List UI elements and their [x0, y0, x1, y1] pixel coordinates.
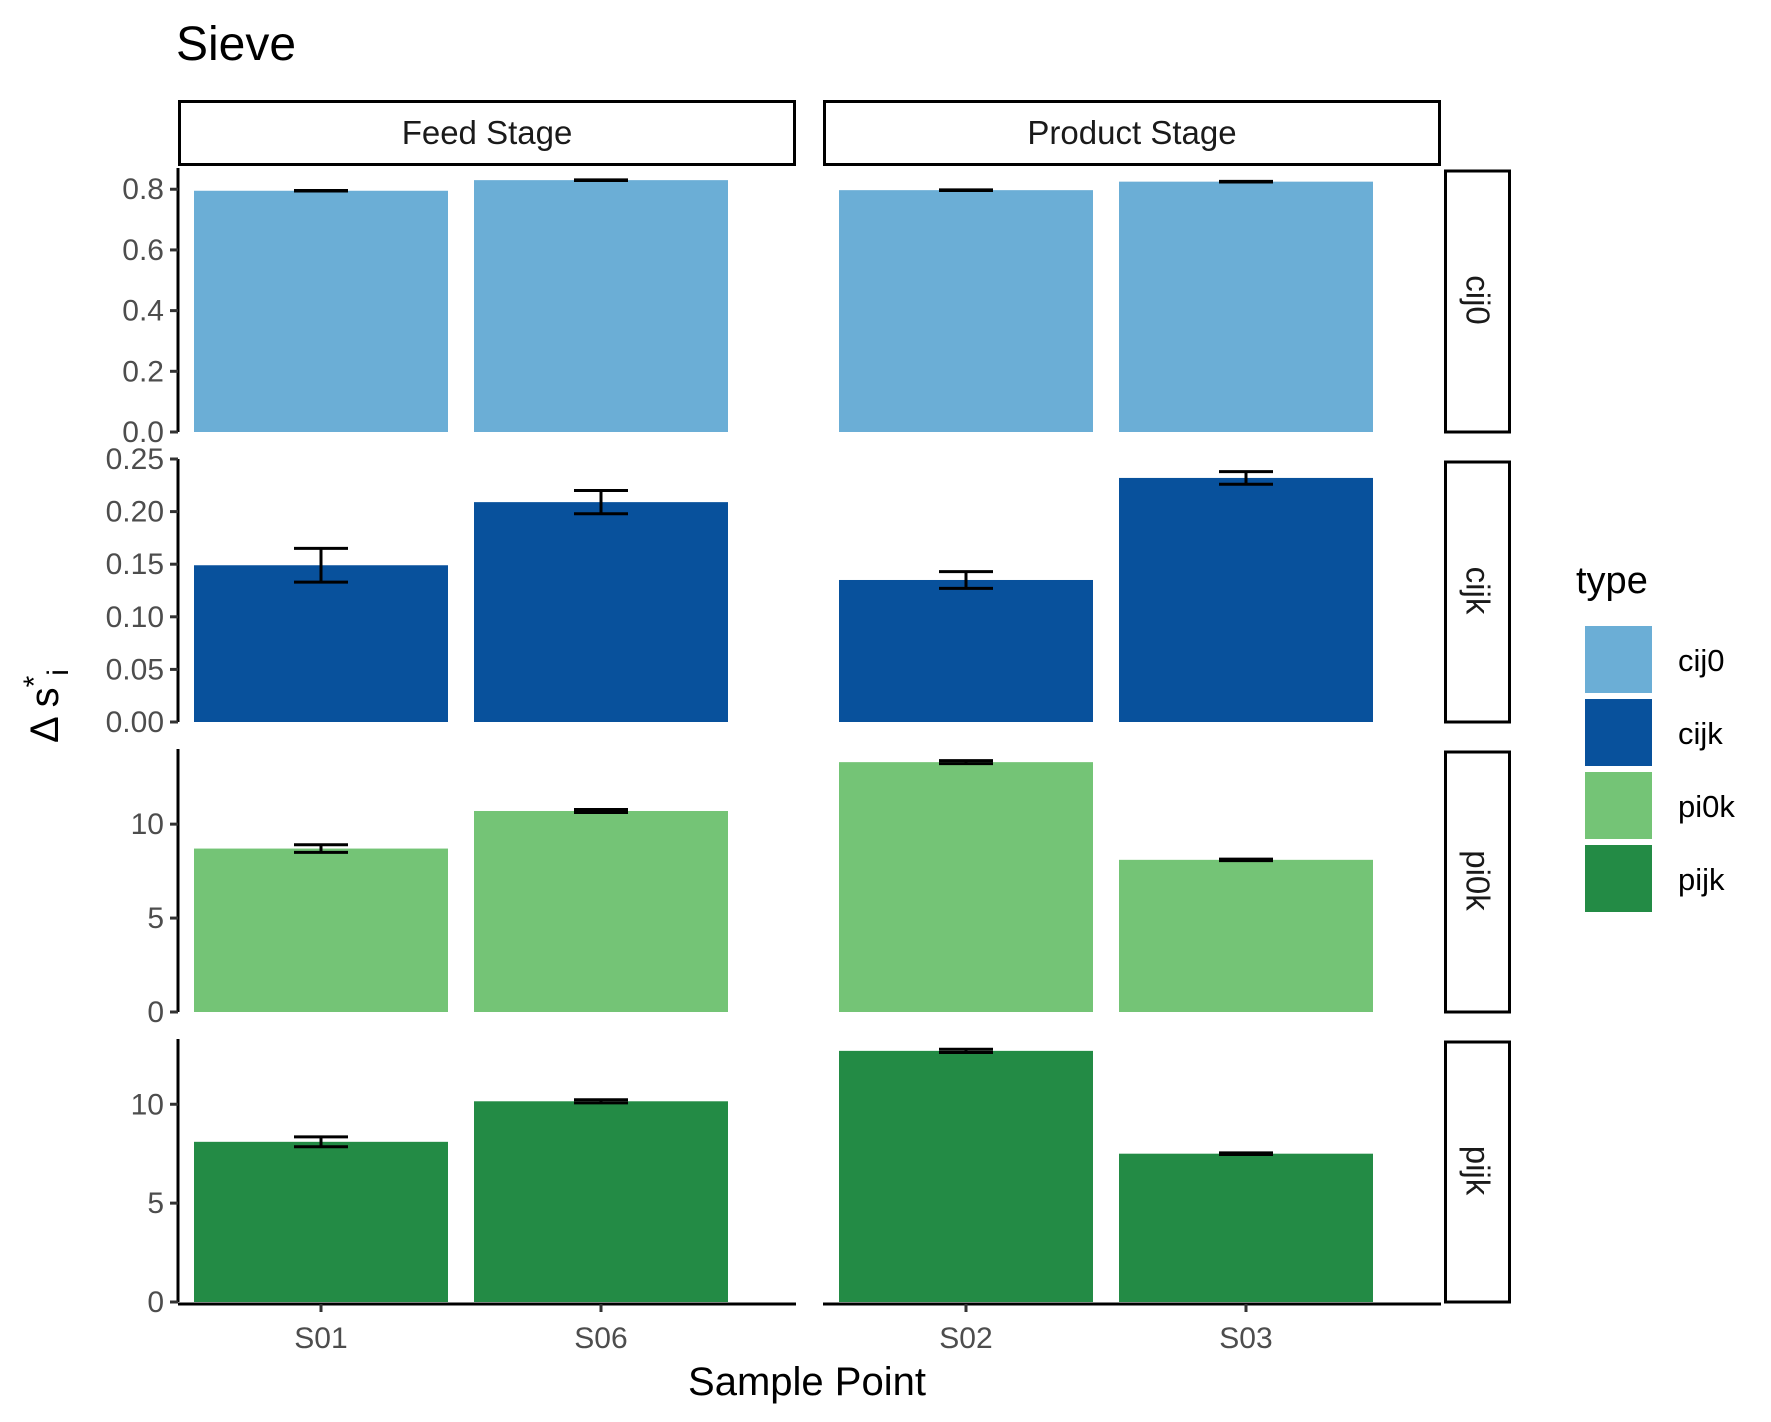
row-strip-cij0	[1444, 169, 1511, 434]
legend-swatch-pijk	[1585, 845, 1652, 912]
error-bar-pijk-s01	[294, 1135, 348, 1149]
bar-pijk-s02	[839, 1050, 1093, 1302]
row-strip-label: cijk	[1460, 567, 1497, 615]
y-tick-label: 10	[131, 808, 164, 841]
column-strip-product-stage	[823, 100, 1441, 166]
error-bar-cij0-s02	[939, 188, 993, 192]
x-tick-label-s06: S06	[574, 1322, 627, 1355]
y-tick-label: 0.6	[122, 234, 164, 267]
chart-title: Sieve	[176, 18, 296, 71]
y-tick-label: 0.00	[106, 706, 164, 739]
y-tick-label: 0	[147, 1286, 164, 1319]
error-bar-cijk-s02	[939, 570, 993, 590]
column-strip-label: Product Stage	[1027, 114, 1236, 151]
row-strip-label: cij0	[1460, 275, 1497, 325]
x-axis-title: Sample Point	[688, 1360, 926, 1404]
error-bar-pijk-s06	[574, 1098, 628, 1105]
y-tick-label: 0.05	[106, 653, 164, 686]
bar-cij0-s02	[839, 190, 1093, 432]
row-strip-cijk	[1444, 460, 1511, 724]
y-axis-title-main: Δ s	[23, 687, 67, 743]
legend-label-cij0: cij0	[1678, 643, 1725, 678]
svg-text:Δ s*i: Δ s*i	[18, 669, 75, 743]
error-bar-pi0k-s03	[1219, 857, 1273, 863]
y-axis-title-sub: i	[42, 669, 75, 676]
bar-pi0k-s03	[1119, 859, 1373, 1012]
bar-cijk-s06	[474, 502, 728, 722]
bar-pijk-s01	[194, 1141, 448, 1302]
legend-label-cijk: cijk	[1678, 716, 1723, 751]
column-strip-label: Feed Stage	[402, 114, 573, 151]
bar-pi0k-s06	[474, 810, 728, 1012]
bar-pijk-s06	[474, 1101, 728, 1302]
column-strip-feed-stage	[178, 100, 796, 166]
x-tick-label-s02: S02	[939, 1322, 992, 1355]
y-tick-label: 10	[131, 1088, 164, 1121]
y-tick-label: 0.2	[122, 355, 164, 388]
y-axis-title: Δ s*i	[18, 669, 75, 743]
error-bar-cij0-s03	[1219, 179, 1273, 184]
bar-pijk-s03	[1119, 1153, 1373, 1302]
y-tick-label: 0.10	[106, 601, 164, 634]
bar-cijk-s03	[1119, 477, 1373, 722]
x-tick-label-s03: S03	[1219, 1322, 1272, 1355]
legend-swatch-pi0k	[1585, 772, 1652, 839]
x-tick-label-s01: S01	[294, 1322, 347, 1355]
y-tick-label: 0.4	[122, 295, 164, 328]
error-bar-pi0k-s06	[574, 807, 628, 814]
panels: Feed Stage Product Stage 0.0 0.2 0.4 0.6 0.8 ci…	[106, 100, 1511, 1355]
legend: type cij0 cijk pi0k pijk	[1576, 560, 1735, 912]
y-tick-label: 0.0	[122, 416, 164, 449]
y-tick-label: 5	[147, 1187, 164, 1220]
row-strip-pijk	[1444, 1040, 1511, 1304]
error-bar-cijk-s06	[574, 489, 628, 516]
error-bar-cijk-s01	[294, 546, 348, 584]
y-tick-label: 0.20	[106, 496, 164, 529]
legend-label-pijk: pijk	[1678, 862, 1725, 897]
bar-pi0k-s02	[839, 762, 1093, 1012]
error-bar-cij0-s06	[574, 178, 628, 182]
error-bar-pi0k-s02	[939, 759, 993, 766]
y-axis-title-sup: *	[18, 675, 51, 687]
row-strip-label: pijk	[1460, 1146, 1497, 1196]
bar-cijk-s02	[839, 579, 1093, 722]
y-tick-label: 0.25	[106, 443, 164, 476]
legend-title: type	[1576, 560, 1648, 602]
error-bar-pi0k-s01	[294, 843, 348, 854]
row-strip-label: pi0k	[1460, 850, 1497, 911]
bar-cij0-s01	[194, 190, 448, 432]
legend-label-pi0k: pi0k	[1678, 789, 1735, 824]
bar-pi0k-s01	[194, 848, 448, 1012]
error-bar-pijk-s02	[939, 1047, 993, 1054]
legend-swatch-cijk	[1585, 699, 1652, 766]
error-bar-cij0-s01	[294, 188, 348, 193]
error-bar-cijk-s03	[1219, 470, 1273, 486]
bar-cij0-s03	[1119, 181, 1373, 432]
y-tick-label: 0	[147, 996, 164, 1029]
error-bar-pijk-s03	[1219, 1151, 1273, 1156]
y-tick-label: 0.8	[122, 173, 164, 206]
bar-cijk-s01	[194, 565, 448, 722]
bar-cij0-s06	[474, 180, 728, 432]
row-strip-pi0k	[1444, 750, 1511, 1014]
y-tick-label: 0.15	[106, 548, 164, 581]
legend-swatch-cij0	[1585, 626, 1652, 693]
y-tick-label: 5	[147, 902, 164, 935]
